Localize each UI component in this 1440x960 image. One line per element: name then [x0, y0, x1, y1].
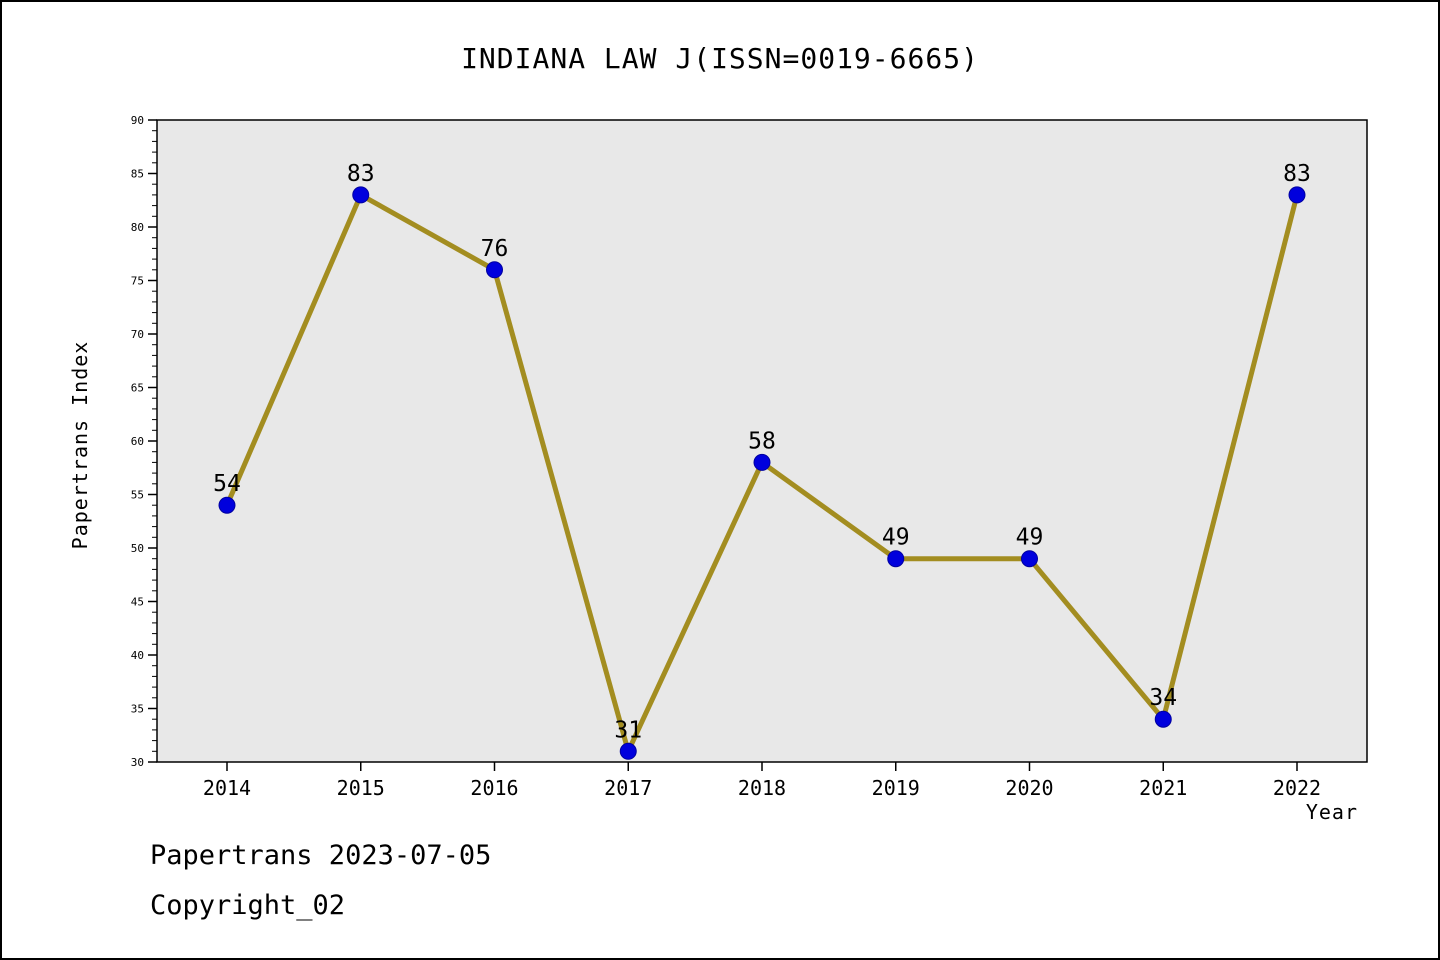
data-point-label: 54 [213, 471, 241, 497]
data-point-label: 49 [882, 525, 910, 551]
watermark-date-text: Papertrans 2023-07-05 [150, 840, 492, 871]
data-point-marker [753, 453, 771, 471]
data-point-marker [1021, 550, 1038, 568]
data-point-label: 76 [481, 236, 509, 262]
y-tick-label: 50 [131, 542, 144, 555]
data-point-marker [1288, 186, 1306, 204]
data-point-marker [619, 742, 637, 760]
x-tick-label: 2017 [604, 776, 652, 800]
data-point-label: 83 [1283, 161, 1311, 187]
x-tick-label: 2016 [470, 776, 518, 800]
y-tick-label: 40 [131, 649, 144, 662]
data-point-marker [887, 550, 905, 568]
x-axis-label: Year [1305, 800, 1358, 824]
data-point-label: 31 [614, 717, 642, 743]
y-axis-label: Papertrans Index [68, 340, 92, 550]
y-tick-label: 65 [131, 382, 144, 395]
data-point-label: 49 [1016, 525, 1044, 551]
y-tick-label: 75 [131, 275, 144, 288]
data-point-label: 83 [347, 161, 375, 187]
copyright-text: Copyright_02 [150, 890, 346, 921]
y-tick-label: 55 [131, 489, 144, 502]
y-tick-label: 80 [131, 221, 144, 234]
y-tick-label: 35 [131, 703, 144, 716]
x-tick-label: 2015 [337, 776, 385, 800]
data-point-label: 34 [1149, 685, 1177, 711]
y-tick-label: 85 [131, 168, 144, 181]
data-point-marker [218, 496, 236, 514]
data-point-marker [486, 261, 503, 279]
x-tick-label: 2021 [1139, 776, 1187, 800]
x-tick-label: 2018 [738, 776, 786, 800]
data-point-marker [1154, 710, 1172, 728]
y-tick-label: 90 [131, 114, 144, 127]
data-point-label: 58 [748, 428, 776, 454]
x-tick-label: 2022 [1273, 776, 1321, 800]
plot-area [156, 119, 1368, 763]
x-tick-label: 2019 [872, 776, 920, 800]
x-tick-label: 2014 [203, 776, 251, 800]
y-tick-label: 30 [131, 756, 144, 769]
chart-title: INDIANA LAW J(ISSN=0019-6665) [461, 42, 979, 75]
y-tick-label: 70 [131, 328, 144, 341]
x-tick-label: 2020 [1005, 776, 1053, 800]
y-tick-label: 45 [131, 596, 144, 609]
y-tick-label: 60 [131, 435, 144, 448]
data-point-marker [352, 186, 370, 204]
